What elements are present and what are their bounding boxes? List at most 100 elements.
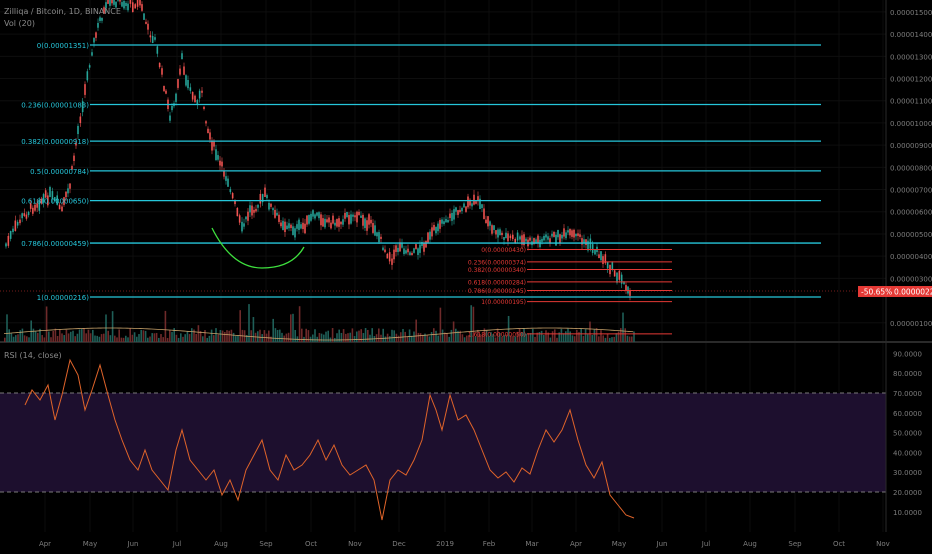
candle-body (553, 232, 555, 237)
candle-body (417, 248, 419, 255)
volume-legend[interactable]: Vol (20) (4, 19, 35, 28)
volume-bar (450, 329, 453, 342)
volume-bar (118, 329, 120, 342)
volume-bar (615, 333, 618, 342)
candle-body (340, 221, 342, 225)
candle-body (19, 219, 21, 224)
volume-bar (111, 311, 114, 342)
candle-body (581, 238, 583, 245)
volume-bar (512, 336, 514, 342)
volume-bar (70, 331, 72, 342)
candle-body (567, 230, 569, 233)
candle-body (591, 244, 594, 253)
volume-bar (430, 332, 433, 342)
fib-retracement-red[interactable]: 0(0.00000430) 0.236(0.00000374)0.382(0.00… (468, 247, 672, 338)
candle-body (625, 285, 627, 291)
candle-body (99, 17, 101, 21)
volume-bar (362, 333, 365, 342)
candle-body (304, 223, 306, 234)
candle-body (585, 239, 587, 246)
candle-body (115, 1, 117, 8)
volume-bar (604, 337, 607, 342)
rsi-line (24, 358, 635, 521)
price-candles[interactable] (5, 0, 631, 301)
candle-body (535, 239, 537, 243)
volume-bar (228, 330, 230, 342)
volume-bar (578, 332, 580, 342)
candle-body (147, 23, 149, 30)
candle-body (234, 200, 236, 205)
candle-body (443, 221, 445, 224)
candle-body (296, 224, 298, 229)
candle-body (12, 228, 14, 233)
candle-body (618, 270, 621, 280)
symbol-title[interactable]: Zilliqa / Bitcoin, 1D, BINANCE (4, 7, 121, 16)
volume-bar (439, 307, 442, 342)
candle-body (425, 240, 427, 248)
volume-bar (250, 330, 252, 342)
candle-body (107, 0, 109, 4)
candle-body (278, 214, 280, 222)
volume-bar (525, 333, 527, 342)
volume-bar (320, 333, 323, 342)
volume-bar (96, 335, 98, 342)
candle-body (253, 209, 255, 213)
volume-bar (202, 336, 204, 342)
candle-body (132, 2, 134, 13)
candle-body (119, 0, 121, 2)
candle-body (439, 219, 441, 229)
fib-level-label: 0.5(0.00000784) (30, 168, 89, 176)
candle-body (154, 37, 156, 40)
volume-bar (4, 337, 6, 342)
candle-body (145, 21, 147, 24)
volume-bar (562, 333, 565, 342)
candle-body (382, 247, 384, 251)
volume-bar (468, 335, 470, 342)
rsi-legend[interactable]: RSI (14, close) (4, 351, 62, 360)
rsi-scale[interactable]: 90.0000 80.0000 70.0000 60.0000 50.0000 40.00… (893, 350, 922, 516)
volume-bar (360, 329, 362, 342)
candle-body (171, 105, 173, 111)
volume-bar (248, 304, 250, 342)
volume-bar (12, 336, 15, 342)
time-tick-label: Sep (259, 540, 273, 548)
candle-body (125, 2, 127, 7)
candle-body (44, 190, 47, 198)
candle-body (354, 215, 356, 218)
candle-body (231, 193, 234, 199)
volume-bar (279, 329, 281, 342)
volume-bar (182, 336, 184, 342)
candle-body (543, 235, 545, 241)
candle-body (577, 233, 579, 236)
price-tick-label: 0.00000400 (890, 253, 932, 261)
candle-body (380, 236, 382, 239)
candle-body (583, 239, 585, 243)
candle-body (179, 68, 181, 75)
candle-body (437, 223, 439, 232)
time-axis[interactable]: Apr May Jun Jul Aug Sep Oct Nov Dec 2019 Feb Mar Apr… (39, 540, 890, 548)
candle-body (247, 211, 249, 221)
volume-bar (307, 330, 310, 342)
price-scale[interactable]: 0.00001500 0.00001400 0.00001300 0.00001200… (890, 9, 932, 328)
volume-bar (39, 328, 41, 342)
candle-body (300, 224, 302, 229)
fib-retracement-main[interactable]: 0(0.00001351) 0.236(0.00001083) 0.382(0.00… (21, 42, 821, 302)
candle-body (505, 232, 507, 239)
fib-red-level-label: 0.618(0.00000284) (468, 279, 526, 286)
rounded-bottom-drawing[interactable] (211, 227, 305, 269)
candle-body (415, 244, 417, 249)
candle-body (165, 90, 167, 94)
candle-body (25, 214, 28, 219)
candle-body (223, 171, 225, 177)
volume-bar (591, 335, 593, 342)
candle-body (629, 290, 631, 296)
volume-bar (367, 329, 369, 342)
fib-red-level-label: 0.236(0.00000374) (468, 259, 526, 266)
volume-bar (613, 336, 615, 342)
time-tick-label: Jul (701, 540, 711, 548)
candle-body (587, 240, 589, 251)
candle-body (261, 194, 264, 203)
candle-body (34, 204, 36, 211)
